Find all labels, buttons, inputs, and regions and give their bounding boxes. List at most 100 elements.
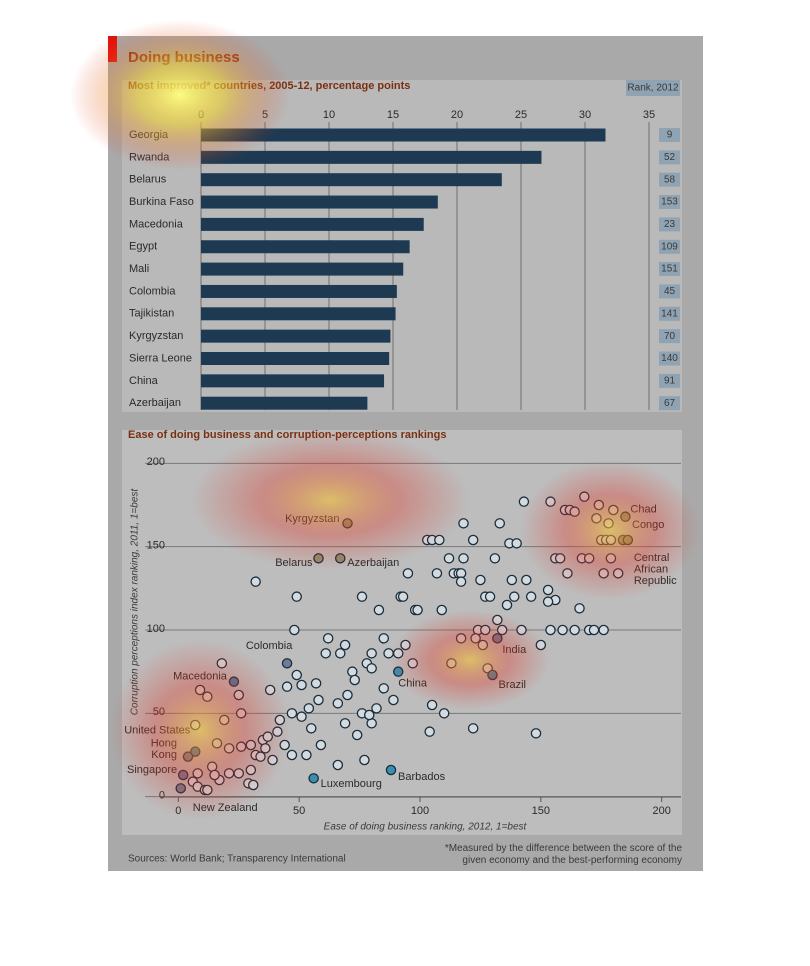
point (262, 731, 273, 742)
point (588, 624, 600, 636)
point (516, 624, 527, 636)
point (489, 553, 501, 564)
point (438, 708, 450, 719)
point (272, 726, 283, 737)
rank-header: Rank, 2012 (627, 83, 679, 94)
y-tick-label: 150 (147, 540, 165, 552)
point (264, 684, 276, 696)
bar (201, 374, 385, 388)
category-label: Georgia (129, 129, 169, 141)
point (363, 709, 375, 721)
point (496, 624, 508, 636)
point (281, 681, 293, 692)
point (501, 599, 513, 611)
point (218, 714, 230, 726)
point (260, 743, 271, 754)
point (332, 759, 344, 771)
point (392, 648, 404, 659)
point (342, 518, 353, 529)
bar (201, 307, 396, 321)
rank-value: 109 (661, 241, 678, 252)
point (412, 604, 423, 616)
point (291, 591, 302, 602)
point (281, 658, 293, 669)
point (175, 783, 186, 794)
point (583, 553, 595, 564)
point (579, 491, 590, 502)
bar-title: Doing business (128, 49, 240, 66)
point (562, 568, 573, 579)
rank-value: 23 (664, 219, 676, 230)
point (351, 729, 363, 741)
category-label: Burkina Faso (129, 196, 194, 208)
category-label: China (129, 375, 159, 387)
point (492, 614, 503, 626)
point (530, 728, 542, 739)
rank-box (659, 239, 680, 254)
point (366, 663, 377, 674)
point-label: Kyrgyzstan (285, 513, 339, 525)
point (286, 749, 298, 761)
point (211, 738, 223, 749)
category-label: Belarus (129, 174, 167, 186)
point-label: Chad (630, 504, 656, 516)
point (301, 749, 312, 761)
point (605, 553, 617, 564)
point (223, 768, 235, 779)
point (315, 739, 327, 751)
point (202, 691, 213, 702)
rank-header-bg (626, 80, 680, 96)
x-tick-label: 100 (411, 805, 429, 817)
point (334, 648, 346, 659)
point (593, 499, 605, 511)
bar (201, 396, 368, 410)
bar (201, 262, 404, 276)
point (557, 624, 568, 636)
point (349, 674, 360, 686)
point (436, 604, 447, 616)
bar (201, 352, 390, 365)
point (233, 768, 244, 779)
x-tick-label: 150 (532, 805, 550, 817)
x-tick-label: 0 (175, 805, 181, 817)
y-axis-label: Corruption perceptions index ranking, 20… (130, 488, 141, 716)
point (392, 666, 404, 677)
footnote: *Measured by the difference between the … (445, 843, 683, 866)
category-label: Macedonia (129, 218, 184, 230)
x-tick-label: 20 (451, 109, 463, 121)
point (228, 676, 240, 687)
bar (201, 329, 391, 343)
bar (201, 173, 502, 187)
point (426, 699, 438, 711)
point (508, 591, 520, 602)
point-label: Macedonia (173, 671, 228, 683)
point (608, 504, 619, 516)
point (511, 538, 522, 549)
category-label: Egypt (129, 241, 157, 253)
point (477, 639, 489, 651)
rank-value: 151 (661, 264, 678, 275)
point (545, 496, 556, 507)
rank-box (659, 373, 680, 388)
point (545, 624, 556, 636)
point (233, 689, 244, 701)
bar (201, 128, 606, 142)
rank-value: 70 (664, 331, 676, 342)
rank-box (659, 217, 680, 232)
point (216, 658, 228, 669)
point (189, 719, 201, 731)
x-tick-label: 30 (579, 109, 591, 121)
rank-box (659, 329, 680, 344)
rank-value: 140 (661, 353, 678, 364)
point (279, 739, 290, 751)
category-label: Mali (129, 263, 149, 275)
rank-box (659, 150, 680, 165)
point (378, 683, 389, 694)
point (603, 518, 614, 529)
point (202, 784, 213, 796)
rank-box (659, 306, 680, 321)
point (366, 648, 377, 659)
point (487, 669, 498, 681)
point (518, 496, 530, 507)
point-label: Hong Kong (151, 738, 177, 762)
